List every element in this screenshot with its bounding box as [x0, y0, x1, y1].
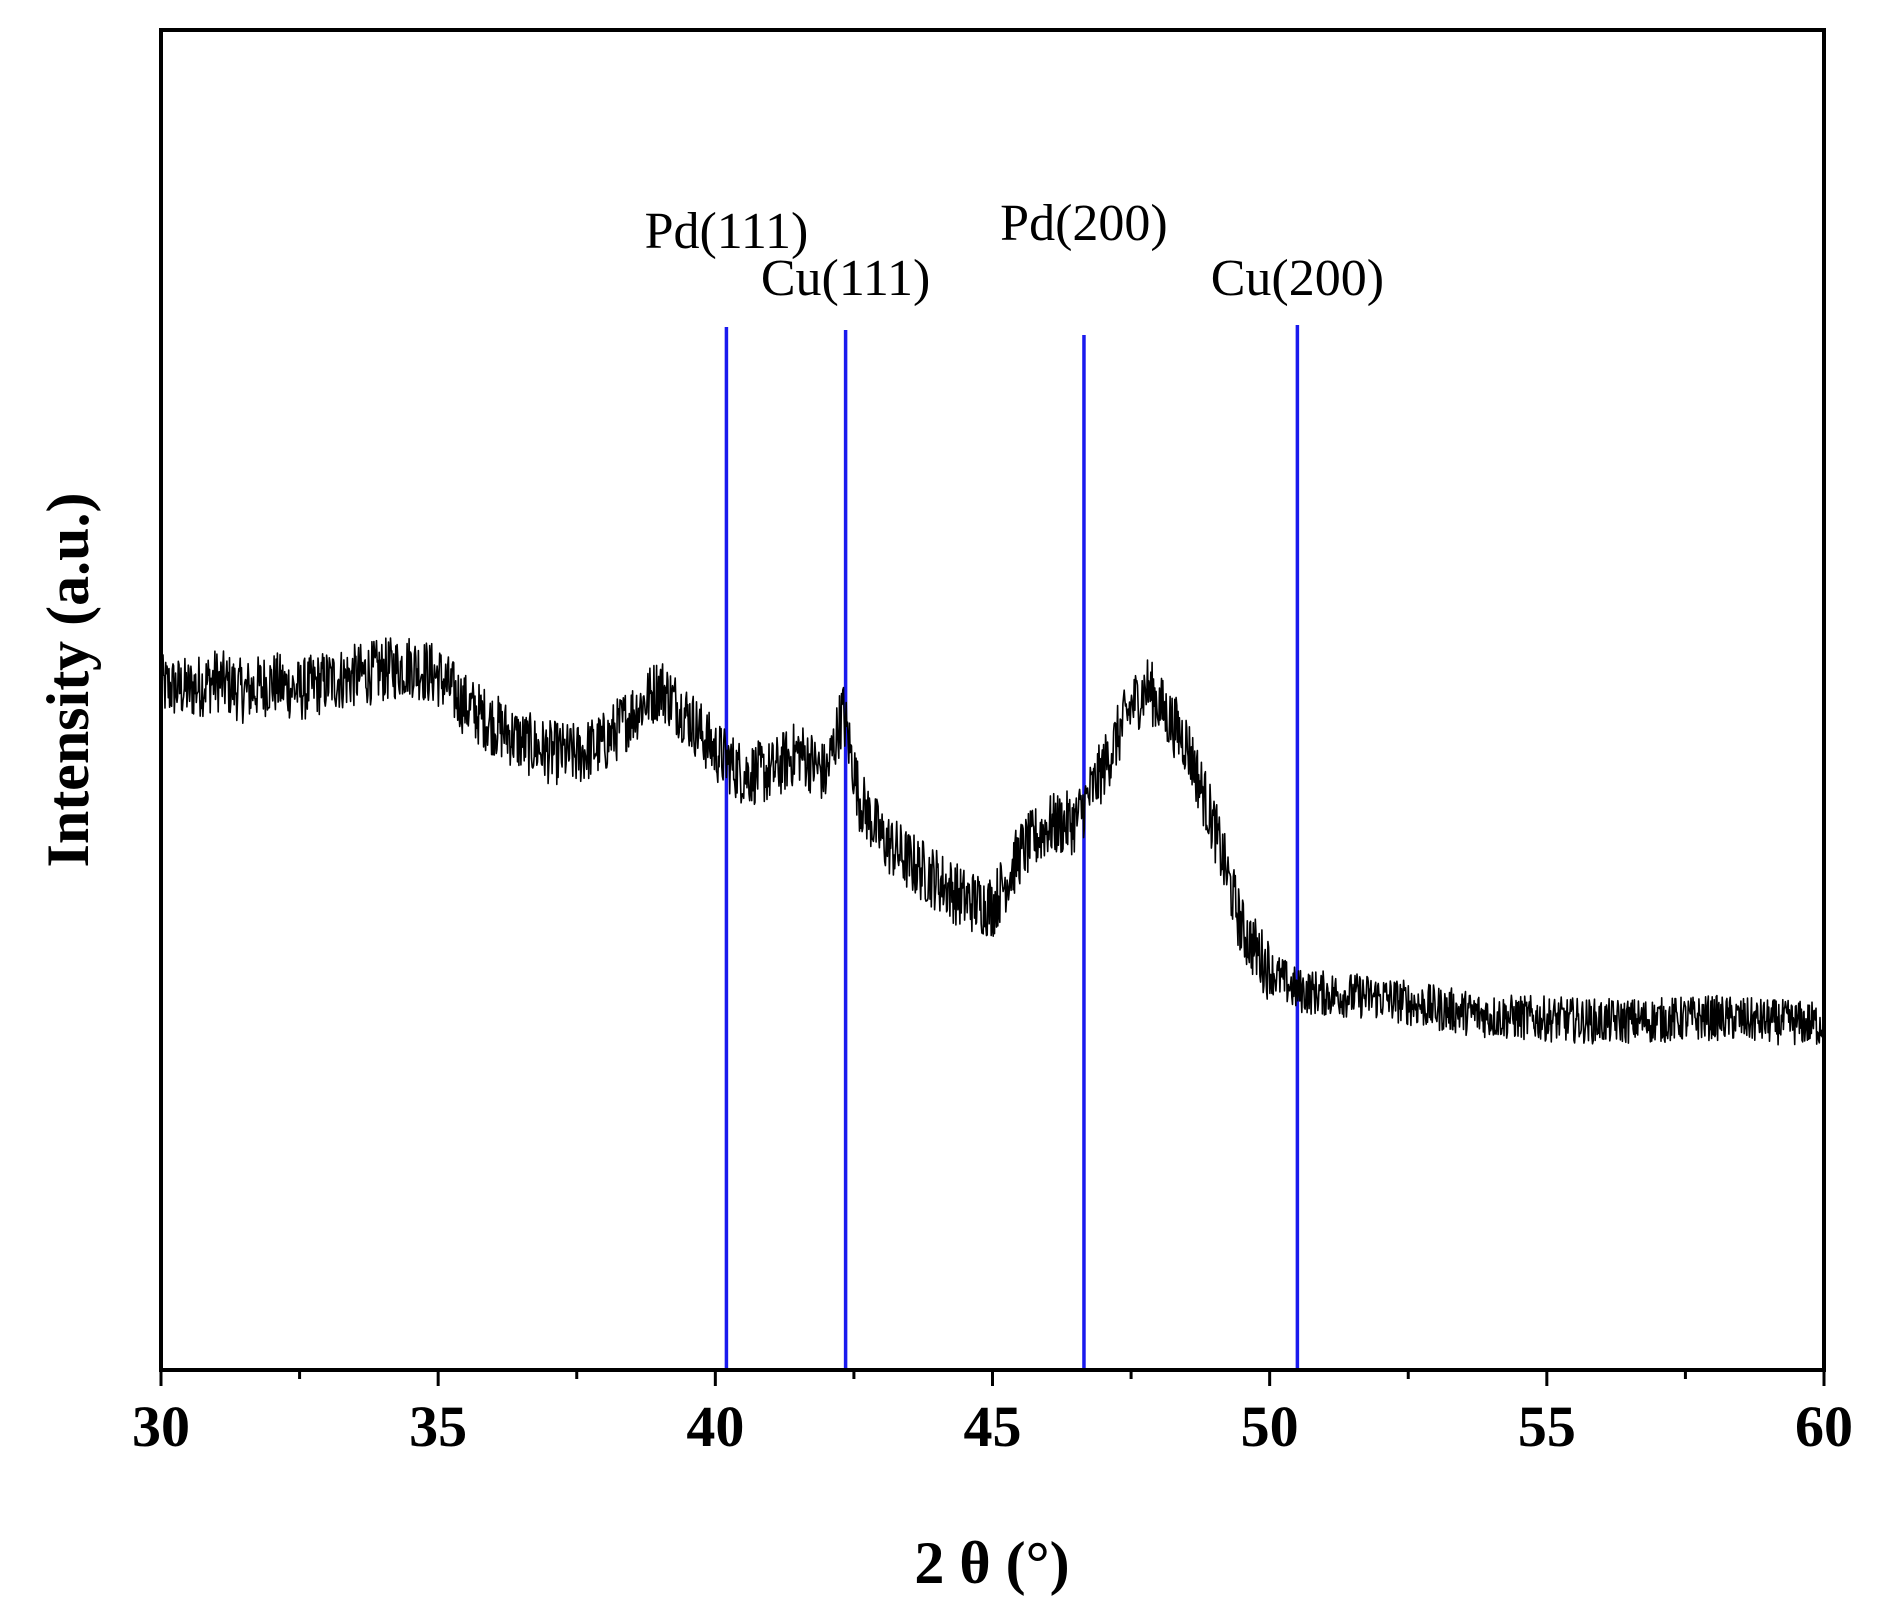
reference-line-label: Cu(200) [1211, 250, 1384, 307]
x-tick-label: 45 [964, 1394, 1022, 1459]
reference-line-label: Pd(111) [645, 203, 809, 260]
x-axis-ticks [159, 1370, 1826, 1386]
y-axis-title: Intensity (a.u.) [35, 492, 101, 867]
plot-frame [159, 28, 1826, 1372]
x-axis-title: 2 θ (°) [914, 1530, 1069, 1596]
x-tick-label: 50 [1241, 1394, 1299, 1459]
x-tick-label: 40 [686, 1394, 744, 1459]
reference-line-label: Pd(200) [1000, 195, 1168, 252]
x-tick-label: 30 [132, 1394, 190, 1459]
x-tick-label: 35 [409, 1394, 467, 1459]
reference-lines: Pd(111)Cu(111) Pd(200) Cu(200) [645, 195, 1384, 1368]
x-axis-tick-labels: 30 35 40 45 50 55 60 [132, 1394, 1853, 1459]
reference-line-label: Cu(111) [761, 250, 930, 307]
x-tick-label: 55 [1518, 1394, 1576, 1459]
x-tick-label: 60 [1795, 1394, 1853, 1459]
xrd-pattern-line [160, 637, 1825, 1046]
